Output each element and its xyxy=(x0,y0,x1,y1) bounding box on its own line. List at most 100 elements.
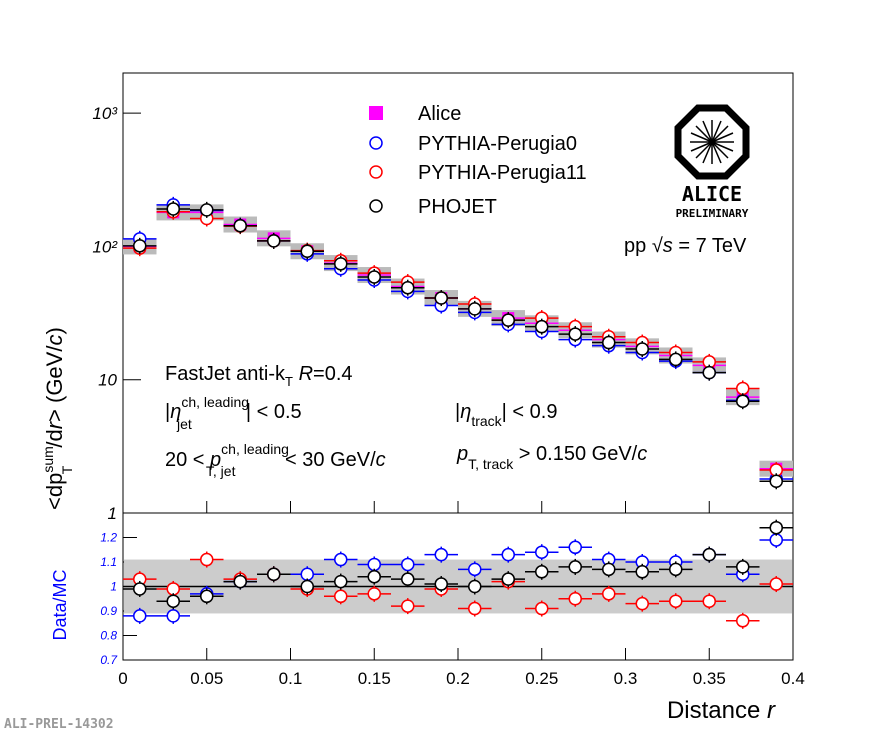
logo-rays xyxy=(690,120,734,164)
y-label-part: ) xyxy=(42,327,67,334)
marker xyxy=(769,474,783,489)
x-tick-label: 0.3 xyxy=(614,669,638,688)
ann-part: s xyxy=(663,235,673,257)
marker xyxy=(602,562,616,577)
y-axis-label: <dpsum T/dr> (GeV/c) xyxy=(40,327,75,510)
marker xyxy=(468,601,482,616)
marker xyxy=(769,533,783,547)
logo-title: ALICE xyxy=(682,182,742,206)
ann-part: > 0.150 GeV/ xyxy=(513,443,637,465)
x-axis-label: Distance r xyxy=(667,697,776,724)
marker xyxy=(501,313,515,327)
ann-part: η xyxy=(170,401,181,423)
ratio-y-tick-label: 0.9 xyxy=(100,604,117,618)
legend-label: PYTHIA-Perugia0 xyxy=(418,133,577,155)
marker xyxy=(300,244,314,258)
legend-label: PHOJET xyxy=(418,196,497,218)
eta-track: |ηtrack| < 0.9 xyxy=(455,401,557,429)
marker xyxy=(133,582,147,596)
y-label-part: sum xyxy=(40,446,56,472)
marker xyxy=(568,540,582,555)
reference: ALI-PREL-14302 xyxy=(4,717,114,732)
y-label-part: /d xyxy=(42,429,67,447)
marker xyxy=(635,596,649,611)
marker xyxy=(669,562,683,577)
marker xyxy=(501,572,515,586)
marker xyxy=(434,577,448,591)
ann-part: ch, leading xyxy=(221,441,289,457)
marker xyxy=(334,589,348,604)
ann-part: ch, leading xyxy=(181,394,249,410)
marker xyxy=(568,327,582,341)
ann-part: p xyxy=(456,443,468,465)
marker xyxy=(702,365,716,380)
x-tick-label: 0.25 xyxy=(525,669,558,688)
marker xyxy=(535,601,549,616)
marker xyxy=(367,270,381,284)
marker xyxy=(166,202,180,216)
marker xyxy=(166,609,180,623)
marker xyxy=(635,565,649,579)
ratio-y-tick-label: 1 xyxy=(110,580,117,594)
marker xyxy=(334,257,348,271)
marker xyxy=(468,579,482,594)
eta-jet: |ηch, leading jet | < 0.5 xyxy=(165,394,302,432)
marker xyxy=(736,614,750,628)
marker xyxy=(166,594,180,608)
ann-part: √ xyxy=(652,235,663,257)
marker xyxy=(702,594,716,608)
y-tick-label: 10³ xyxy=(92,104,118,123)
y-tick-label: 10 xyxy=(98,371,117,390)
marker xyxy=(568,560,582,574)
marker xyxy=(702,547,716,562)
marker xyxy=(568,592,582,606)
ann-part: c xyxy=(376,449,386,471)
ann-part: | xyxy=(455,401,460,423)
y-label-part: > (GeV/ xyxy=(42,345,67,422)
marker xyxy=(166,582,180,596)
marker xyxy=(200,552,214,567)
x-tick-label: 0.05 xyxy=(190,669,223,688)
legend-label: PYTHIA-Perugia11 xyxy=(418,162,587,184)
y-label-part: <dp xyxy=(42,473,67,510)
marker xyxy=(669,352,683,367)
x-tick-label: 0.2 xyxy=(446,669,470,688)
ann-part: η xyxy=(460,401,471,423)
marker xyxy=(200,589,214,604)
ratio-y-tick-label: 1.2 xyxy=(100,531,117,545)
x-tick-label: 0.15 xyxy=(358,669,391,688)
marker xyxy=(434,291,448,305)
ann-part: | xyxy=(165,401,170,423)
ann-part: 20 < xyxy=(165,449,210,471)
marker xyxy=(367,569,381,584)
ratio-y-tick-label: 0.8 xyxy=(100,629,117,643)
annotations: pp √s = 7 TeV FastJet anti-kT R=0.4 |ηch… xyxy=(165,235,747,479)
marker xyxy=(401,572,415,586)
marker xyxy=(602,335,616,350)
y-label-part: r xyxy=(42,420,67,429)
y-tick-label: 1 xyxy=(108,504,117,523)
marker xyxy=(468,302,482,316)
marker xyxy=(736,381,750,396)
marker xyxy=(133,239,147,253)
x-label-part: Distance xyxy=(667,697,767,724)
ann-part: = 7 TeV xyxy=(673,235,747,257)
marker xyxy=(300,579,314,594)
ratio-y-tick-label: 0.7 xyxy=(100,653,118,667)
logo-subtitle: PRELIMINARY xyxy=(676,207,749,220)
x-tick-label: 0.1 xyxy=(279,669,303,688)
marker xyxy=(334,574,348,589)
legend-marker xyxy=(369,165,383,179)
ratio-y-tick-label: 1.1 xyxy=(100,555,117,569)
legend-marker xyxy=(369,136,383,150)
y-label-part: T xyxy=(59,465,75,474)
marker xyxy=(434,547,448,562)
ann-part: T xyxy=(285,374,293,389)
ann-part: pp xyxy=(624,235,652,257)
energy: pp √s = 7 TeV xyxy=(624,235,747,257)
pt-track: pT, track > 0.150 GeV/c xyxy=(456,443,647,472)
legend-marker xyxy=(369,106,383,120)
legend-marker xyxy=(369,199,383,213)
y-tick-label: 10² xyxy=(92,237,118,256)
